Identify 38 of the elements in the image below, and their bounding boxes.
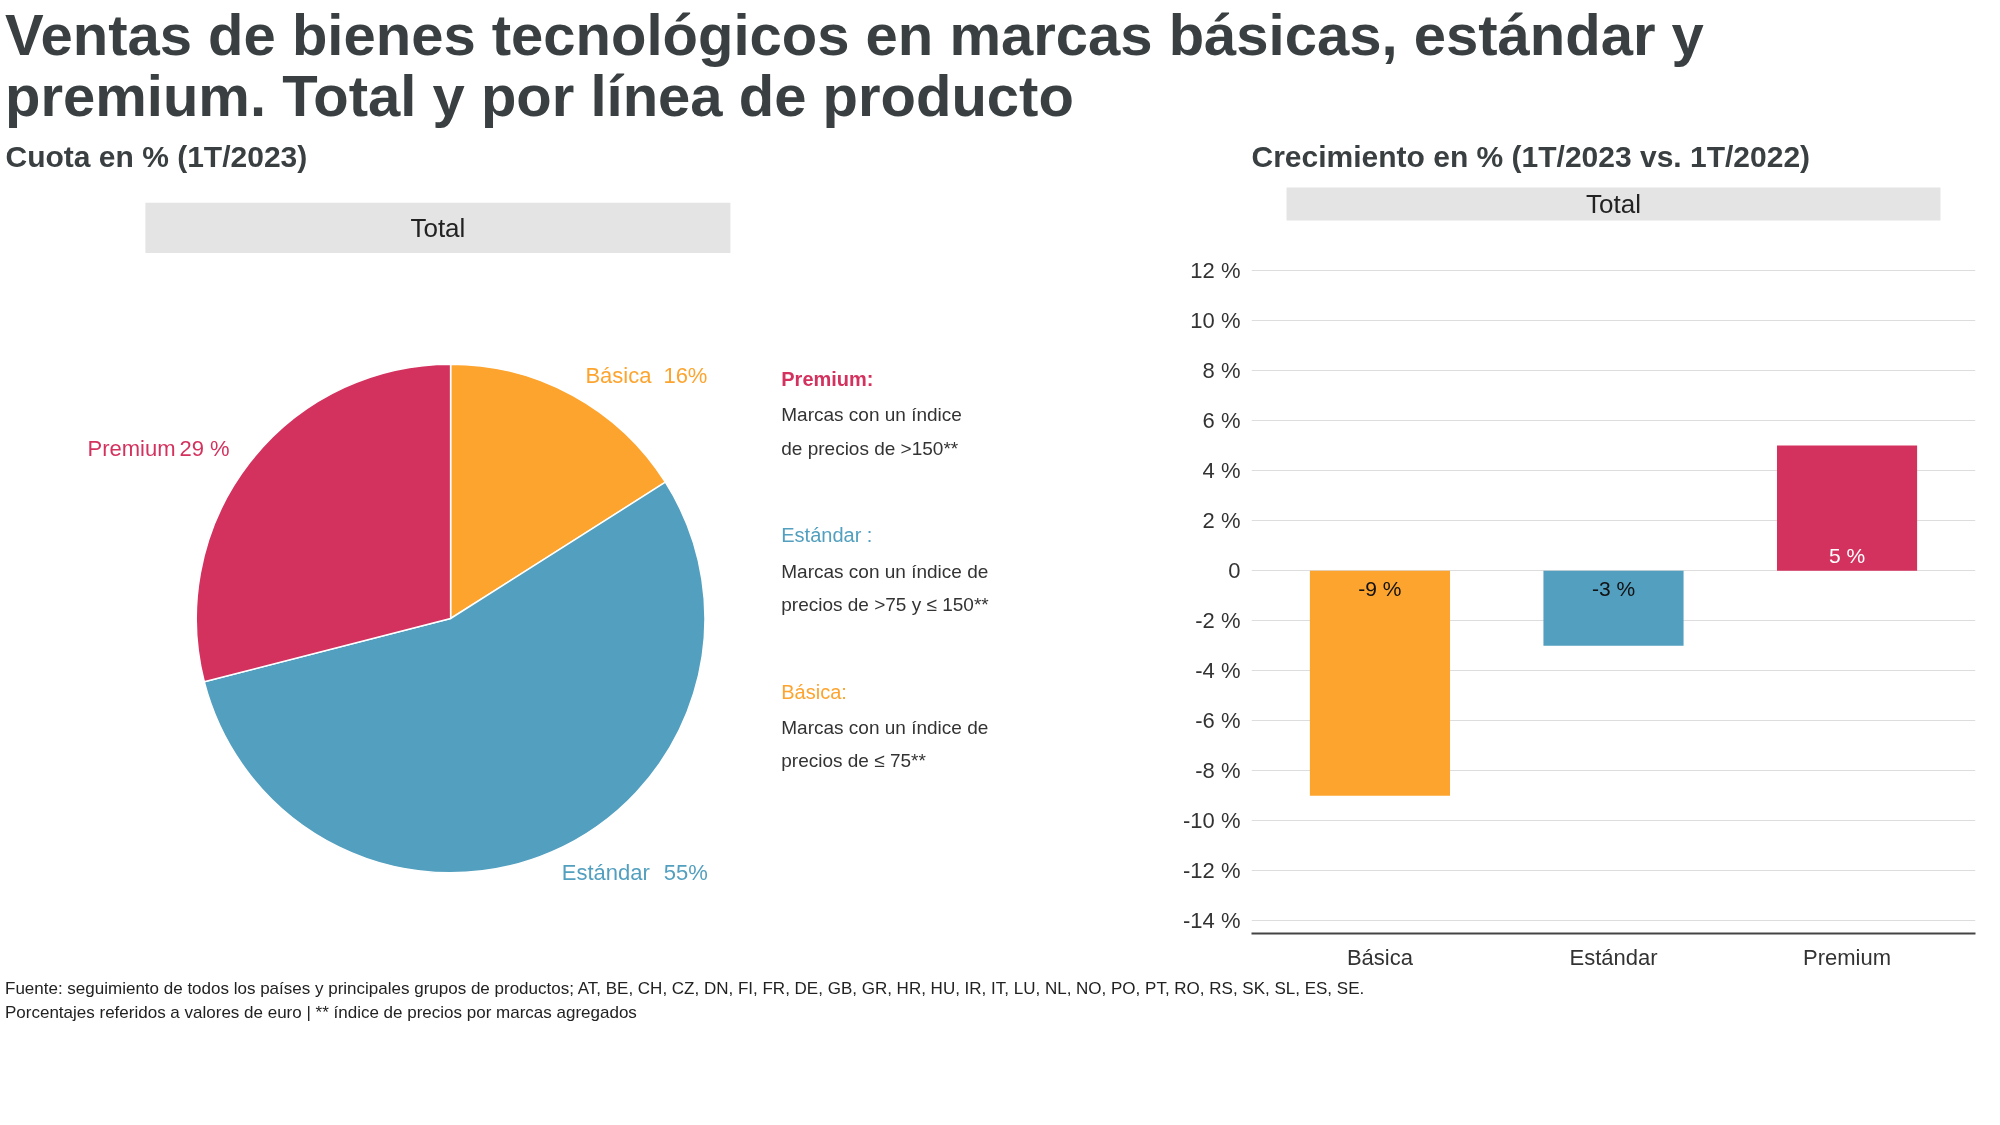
y-tick-label: 0 [1228, 557, 1241, 583]
text: Premium: [781, 367, 874, 390]
y-tick-label: -4 % [1195, 658, 1241, 684]
text: Marcas con un índice de precios de >75 y ≤ 150** [781, 560, 990, 615]
slice-label: Estándar [561, 860, 650, 886]
text: Total [1586, 188, 1641, 219]
slice-label: Básica [585, 362, 653, 388]
text: Ventas de bienes tecnológicos en marcas básicas, estándar y premium. Total y por línea de producto [5, 2, 1705, 128]
x-tick-label: Estándar [1569, 944, 1658, 970]
data-label: 5 % [1828, 543, 1866, 567]
y-tick-label: 2 % [1202, 507, 1241, 533]
slice-label: Premium [87, 435, 176, 461]
text: Marcas con un índice de precios de >150** [781, 404, 962, 459]
text: Marcas con un índice de precios de ≤ 75** [781, 716, 989, 772]
chart-subtitle: Cuota en % (1T/2023) [5, 139, 308, 173]
chart-title: Crecimiento en % (1T/2023 vs. 1T/2022) [1251, 139, 1811, 173]
y-tick-label: -12 % [1183, 858, 1241, 884]
y-tick-label: -6 % [1195, 708, 1241, 734]
data-label: 55% [663, 860, 708, 886]
y-tick-label: -2 % [1195, 607, 1241, 633]
text: Básica: [781, 680, 847, 703]
y-tick-label: 6 % [1202, 407, 1241, 433]
data-label: -3 % [1591, 576, 1636, 600]
y-tick-label: -14 % [1183, 908, 1241, 934]
source-note: Fuente: seguimiento de todos los países y principales grupos de productos; AT, BE, CH, CZ, DN, FI, FR, DE, GB, GR, HR, HU, IR, IT, LU, NL, NO, PO, PT, RO, RS, SK, SL, ES, SE. Porcentajes referidos a valores de euro | ** índice de precios por marcas agregados [5, 977, 1366, 1025]
y-tick-label: 10 % [1190, 307, 1241, 333]
y-tick-label: 12 % [1190, 257, 1241, 283]
text: Total [410, 212, 466, 243]
y-tick-label: -10 % [1183, 808, 1241, 834]
data-label: -9 % [1358, 576, 1402, 600]
data-label: 16% [663, 362, 708, 388]
y-tick-label: -8 % [1195, 758, 1241, 784]
data-label: 29 % [179, 435, 230, 461]
text: Estándar : [781, 524, 873, 547]
x-tick-label: Premium [1803, 944, 1892, 970]
y-tick-label: 4 % [1202, 457, 1241, 483]
y-tick-label: 8 % [1202, 357, 1241, 383]
x-tick-label: Básica [1346, 944, 1414, 970]
